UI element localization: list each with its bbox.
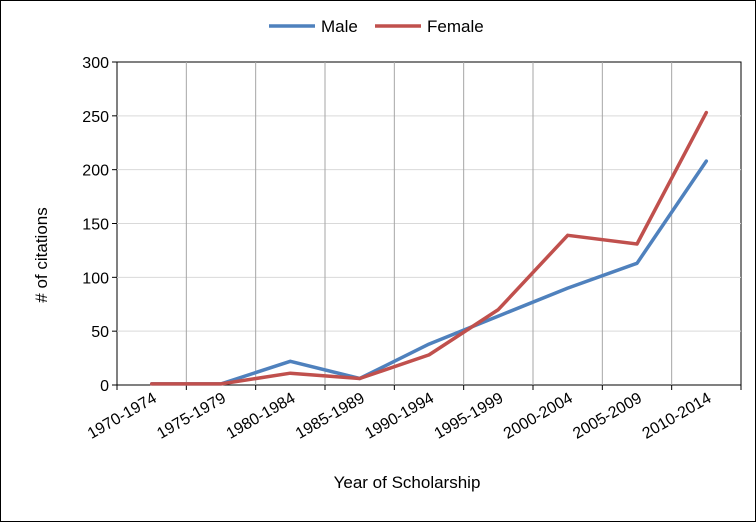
y-tick-label: 300 — [82, 55, 109, 72]
x-tick-label: 1985-1989 — [293, 390, 368, 443]
x-tick-label: 1990-1994 — [362, 390, 437, 443]
x-tick-label: 1975-1979 — [154, 390, 229, 443]
series-line-male — [149, 159, 709, 386]
x-tick-label: 1970-1974 — [85, 390, 160, 443]
y-tick-label: 100 — [82, 270, 109, 287]
series-line-female — [149, 110, 709, 386]
y-tick-label: 150 — [82, 217, 109, 234]
y-tick-label: 200 — [82, 163, 109, 180]
x-tick-label: 1980-1984 — [224, 390, 299, 443]
series-lines — [149, 110, 709, 386]
x-axis-title: Year of Scholarship — [334, 473, 481, 492]
x-tick-label: 1995-1999 — [432, 390, 507, 443]
x-tick-label: 2010-2014 — [640, 390, 715, 443]
x-tick-label: 2005-2009 — [570, 390, 645, 443]
legend: Male Female — [269, 17, 484, 36]
y-axis-title: # of citations — [32, 207, 51, 302]
legend-label-male: Male — [321, 17, 358, 36]
y-tick-label: 0 — [100, 378, 109, 395]
y-tick-label: 250 — [82, 109, 109, 126]
x-tick-label: 2000-2004 — [501, 390, 576, 443]
gridlines — [117, 62, 741, 385]
y-tick-label: 50 — [91, 324, 109, 341]
x-axis: 1970-19741975-19791980-19841985-19891990… — [85, 385, 742, 443]
legend-label-female: Female — [427, 17, 484, 36]
y-axis: 0 50 100 150 200 250 300 — [82, 55, 117, 395]
